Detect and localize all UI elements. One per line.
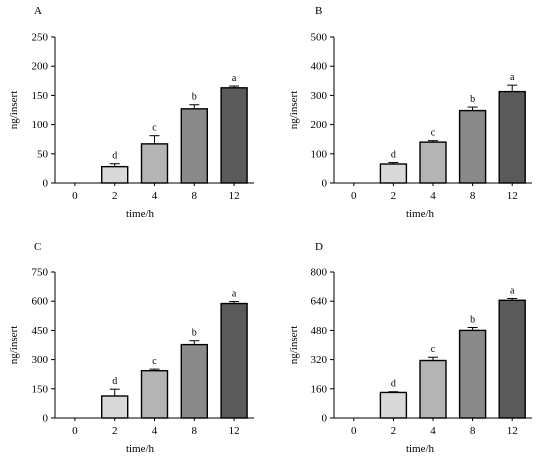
panel-b-significance-letter: a [510,72,515,83]
panel-c-y-tick-label: 300 [32,354,49,366]
panel-d-y-tick-label: 480 [311,325,328,337]
panel-b-bar [419,141,447,184]
panel-d-x-tick-label: 8 [470,425,476,437]
panel-a-x-tick-label: 2 [112,190,118,202]
panel-d-x-tick-label: 4 [430,425,436,437]
panel-b-letter: B [315,5,322,17]
panel-c-bar [100,395,129,419]
panel-c-x-tick-label: 8 [192,425,198,437]
panel-c-bar [140,369,169,419]
panel-c-y-tick-label: 150 [32,383,49,395]
panel-b-x-tick-label: 0 [351,190,357,202]
panel-a-significance-letter: b [192,92,197,103]
panel-a-significance-letter: d [112,151,117,162]
panel-a-x-tick-label: 0 [72,190,78,202]
panel-d-x-tick-label: 2 [391,425,397,437]
panel-b-x-tick-label: 12 [507,190,518,202]
panel-d-bar [458,329,487,419]
panel-b-x-tick-label: 8 [470,190,476,202]
panel-d-x-tick-label: 12 [507,425,518,437]
panel-c-x-axis-title: time/h [126,443,155,455]
panel-d-y-tick-label: 320 [311,354,328,366]
panel-d-y-tick-label: 800 [311,267,328,279]
panel-c-y-tick-label: 750 [32,267,49,279]
panel-b-bar [458,109,487,184]
panel-a-significance-letter: c [152,123,157,134]
panel-a-significance-letter: a [232,73,237,84]
panel-a-y-tick-label: 0 [43,178,49,190]
panel-a-y-axis-title: ng/insert [8,91,20,130]
panel-c-x-tick-label: 4 [152,425,158,437]
panel-d-bar [419,359,447,419]
panel-a-bar [180,108,209,184]
panel-c-bar [180,343,209,419]
panel-d-significance-letter: c [431,344,436,355]
panel-b-y-tick-label: 300 [311,90,328,102]
panel-a-y-tick-label: 50 [37,148,49,160]
panel-b-y-axis-title: ng/insert [288,91,300,130]
panel-c-letter: C [34,241,41,253]
panel-d-significance-letter: a [510,285,515,296]
panel-c-y-tick-label: 450 [32,325,49,337]
panel-c-significance-letter: d [112,376,117,387]
panel-b-y-tick-label: 200 [311,119,328,131]
panel-a-x-tick-label: 12 [229,190,240,202]
panel-c-x-tick-label: 2 [112,425,118,437]
panel-d-significance-letter: d [391,379,396,390]
panel-c-x-tick-label: 0 [72,425,78,437]
panel-a-letter: A [34,5,42,17]
panel-d-x-axis-title: time/h [406,443,435,455]
panel-c-y-tick-label: 600 [32,296,49,308]
panel-d-letter: D [315,241,323,253]
panel-a-y-tick-label: 250 [32,32,49,44]
panel-c-y-tick-label: 0 [43,413,49,425]
panel-b-y-tick-label: 500 [311,32,328,44]
panel-c-significance-letter: a [232,289,237,300]
panel-d-y-tick-label: 160 [311,383,328,395]
panel-d-y-tick-label: 640 [311,296,328,308]
panel-b-y-tick-label: 100 [311,148,328,160]
panel-d-y-tick-label: 0 [322,413,328,425]
panel-a-x-axis-title: time/h [126,208,155,220]
panel-c-significance-letter: c [152,356,157,367]
panel-c-significance-letter: b [192,328,197,339]
panel-a-y-tick-label: 200 [32,61,49,73]
panel-a-bar [220,87,248,184]
panel-b-significance-letter: b [470,94,475,105]
panel-b-bar [379,163,408,184]
panel-c-y-axis-title: ng/insert [8,326,20,365]
panel-a-x-tick-label: 4 [152,190,158,202]
panel-d-bar [379,391,408,419]
panel-b: B 0 100 200 300 400 500 0 2 d 4 c 8 b 12 a time/h ng/inse… [288,5,532,220]
panel-d-y-axis-title: ng/insert [288,326,300,365]
panel-b-y-tick-label: 400 [311,61,328,73]
panel-a-bar [100,165,129,184]
panel-b-significance-letter: c [431,128,436,139]
panel-b-significance-letter: d [391,150,396,161]
panel-a: A 0 50 100 150 200 250 0 2 d 4 c 8 b 12 a time/h ng/inser… [8,5,254,220]
panel-d-significance-letter: b [470,314,475,325]
panel-b-bar [498,90,526,184]
panel-c-x-tick-label: 12 [229,425,240,437]
panel-a-x-tick-label: 8 [192,190,198,202]
panel-a-y-tick-label: 150 [32,90,49,102]
panel-d-bar [498,299,526,419]
panel-b-x-axis-title: time/h [406,208,435,220]
panel-b-y-tick-label: 0 [322,178,328,190]
panel-b-x-tick-label: 4 [430,190,436,202]
panel-c-bar [220,302,248,419]
panel-b-x-tick-label: 2 [391,190,397,202]
panel-d-x-tick-label: 0 [351,425,357,437]
panel-d: D 0 160 320 480 640 800 0 2 d 4 c 8 b 12 a time/h ng/inse… [288,241,532,455]
panel-a-bar [140,143,169,184]
panel-c: C 0 150 300 450 600 750 0 2 d 4 c 8 b 12 a time/h ng/inse… [8,241,254,455]
panel-a-y-tick-label: 100 [32,119,49,131]
